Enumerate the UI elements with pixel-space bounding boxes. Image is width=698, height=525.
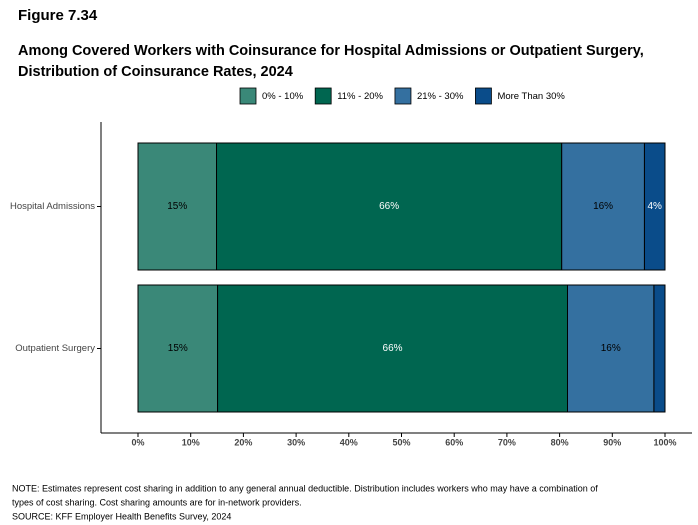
x-tick-label: 60% [445, 437, 463, 447]
data-label: 66% [383, 343, 403, 354]
x-tick-label: 50% [392, 437, 410, 447]
legend-swatch [239, 87, 257, 105]
x-tick-label: 90% [603, 437, 621, 447]
legend-swatch [394, 87, 412, 105]
x-tick-label: 70% [498, 437, 516, 447]
x-tick-label: 100% [653, 437, 676, 447]
footnote: NOTE: Estimates represent cost sharing i… [12, 483, 598, 493]
chart-subtitle: Distribution of Coinsurance Rates, 2024 [18, 64, 293, 80]
x-tick-label: 10% [182, 437, 200, 447]
y-tick-label: Hospital Admissions [10, 201, 95, 212]
legend-swatch [475, 87, 492, 105]
x-tick-label: 20% [234, 437, 252, 447]
data-label: 66% [379, 201, 399, 212]
data-label: 16% [601, 343, 621, 354]
x-tick-label: 0% [131, 437, 144, 447]
bar-segment [561, 142, 645, 271]
chart-title: Among Covered Workers with Coinsurance f… [18, 43, 644, 59]
bar-segment [137, 284, 219, 413]
x-tick-label: 40% [340, 437, 358, 447]
bar-segment [567, 284, 655, 413]
x-tick-label: 80% [551, 437, 569, 447]
data-label: 16% [593, 201, 613, 212]
legend-label: 21% - 30% [417, 91, 464, 102]
legend-label: 11% - 20% [337, 91, 383, 102]
data-label: 15% [168, 343, 188, 354]
footnote: SOURCE: KFF Employer Health Benefits Sur… [12, 511, 231, 521]
data-label: 15% [167, 201, 187, 212]
bar-segment [653, 284, 666, 413]
y-tick-label: Outpatient Surgery [15, 343, 95, 354]
legend-label: 0% - 10% [262, 91, 304, 102]
x-tick-label: 30% [287, 437, 305, 447]
legend-swatch [314, 87, 332, 105]
data-label: 4% [647, 201, 662, 212]
footnote: types of cost sharing. Cost sharing amou… [12, 497, 302, 507]
figure-label: Figure 7.34 [18, 7, 98, 24]
legend-label: More Than 30% [497, 91, 565, 102]
bar-segment [643, 142, 666, 271]
